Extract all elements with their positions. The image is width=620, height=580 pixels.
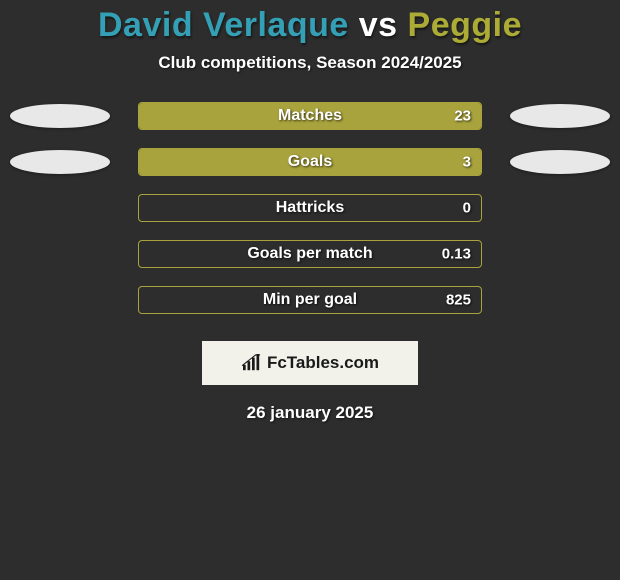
- stat-bar-track: Goals per match0.13: [138, 240, 482, 268]
- stat-row: Min per goal825: [0, 277, 620, 323]
- stat-bar-fill: [139, 103, 481, 129]
- stat-bar-track: Goals3: [138, 148, 482, 176]
- logo-text: FcTables.com: [267, 353, 379, 373]
- stat-bar-fill: [139, 149, 481, 175]
- stat-label: Hattricks: [139, 199, 481, 217]
- stat-value: 0: [463, 200, 471, 217]
- player1-marker: [10, 104, 110, 128]
- stat-bar-track: Hattricks0: [138, 194, 482, 222]
- player2-name: Peggie: [408, 6, 522, 44]
- stat-bar-track: Matches23: [138, 102, 482, 130]
- stat-row: Goals3: [0, 139, 620, 185]
- stat-label: Min per goal: [139, 291, 481, 309]
- subtitle-row: Club competitions, Season 2024/2025: [0, 53, 620, 93]
- player2-marker: [510, 150, 610, 174]
- player2-marker: [510, 104, 610, 128]
- bar-chart-icon: [241, 354, 263, 372]
- logo-box[interactable]: FcTables.com: [202, 341, 418, 385]
- stat-row: Goals per match0.13: [0, 231, 620, 277]
- stats-area: Matches23 Goals3 Hattricks0 Goals per match…: [0, 93, 620, 323]
- comparison-card: David Verlaque vs Peggie Club competitio…: [0, 0, 620, 423]
- date-text: 26 january 2025: [247, 403, 374, 422]
- stat-value: 825: [446, 292, 471, 309]
- vs-text: vs: [359, 6, 398, 44]
- player1-name: David Verlaque: [98, 6, 349, 44]
- player1-marker: [10, 150, 110, 174]
- subtitle: Club competitions, Season 2024/2025: [158, 53, 461, 72]
- stat-row: Matches23: [0, 93, 620, 139]
- stat-value: 0.13: [442, 246, 471, 263]
- date-row: 26 january 2025: [0, 385, 620, 423]
- stat-row: Hattricks0: [0, 185, 620, 231]
- stat-label: Goals per match: [139, 245, 481, 263]
- stat-bar-track: Min per goal825: [138, 286, 482, 314]
- page-title: David Verlaque vs Peggie: [98, 6, 522, 44]
- title-row: David Verlaque vs Peggie: [0, 2, 620, 53]
